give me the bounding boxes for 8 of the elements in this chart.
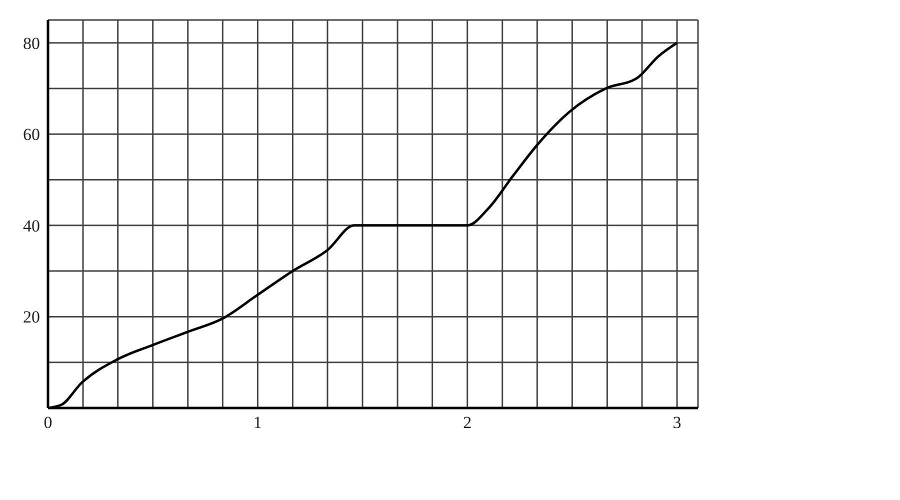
x-tick-label: 1 — [253, 413, 262, 432]
y-tick-label: 40 — [23, 216, 40, 236]
x-tick-label: 2 — [463, 413, 472, 432]
y-tick-label: 80 — [23, 34, 40, 53]
y-tick-label: 60 — [23, 125, 40, 144]
x-tick-label: 0 — [44, 413, 52, 432]
y-tick-label: 20 — [23, 308, 40, 327]
x-tick-label: 3 — [672, 413, 682, 432]
